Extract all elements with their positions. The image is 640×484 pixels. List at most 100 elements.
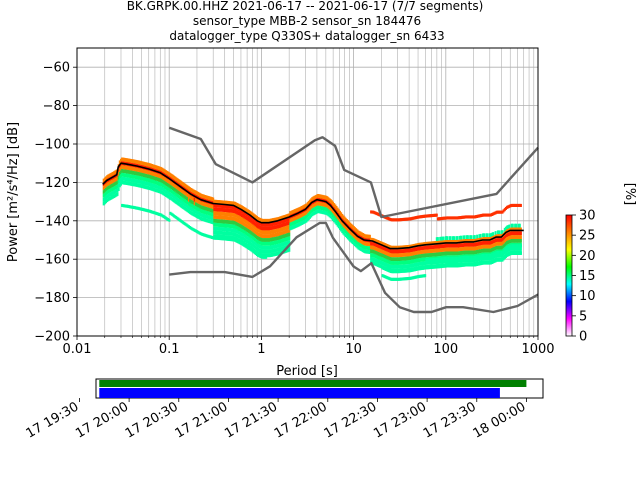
pdf-cell (352, 233, 355, 238)
pdf-cell (464, 246, 467, 251)
pdf-cell (237, 211, 240, 216)
pdf-cell (231, 236, 234, 240)
pdf-cell (398, 245, 401, 250)
pdf-cell (214, 226, 217, 231)
pdf-cell (478, 241, 481, 246)
pdf-cell (260, 233, 263, 238)
pdf-cell (243, 230, 246, 234)
pdf-cell (478, 249, 481, 254)
pdf-cell (253, 248, 256, 253)
pdf-cell (197, 203, 200, 208)
pdf-cell (129, 178, 132, 182)
pdf-cell (504, 206, 507, 210)
pdf-cell (183, 206, 186, 210)
pdf-cell (124, 173, 127, 178)
pdf-cell (470, 255, 473, 259)
pdf-cell (393, 261, 396, 265)
pdf-cell (491, 253, 494, 257)
pdf-cell (302, 220, 305, 225)
pdf-cell (106, 198, 109, 203)
pdf-cell (416, 215, 419, 219)
pdf-cell (256, 235, 258, 239)
pdf-cell (243, 226, 246, 230)
pdf-cell (120, 174, 122, 178)
pdf-cell (170, 212, 173, 216)
pdf-cell (129, 158, 132, 163)
pdf-cell (227, 208, 230, 213)
pdf-cell (421, 250, 424, 254)
pdf-cell (231, 228, 234, 233)
pdf-cell (271, 218, 273, 223)
pdf-cell (355, 228, 358, 232)
pdf-cell (158, 181, 160, 186)
pdf-cell (397, 257, 400, 262)
pdf-cell (125, 181, 128, 185)
pdf-cell (257, 247, 260, 252)
pdf-cell (480, 261, 483, 265)
pdf-cell (418, 267, 421, 271)
pdf-cell (333, 218, 336, 223)
pdf-cell (153, 184, 156, 188)
pdf-cell (353, 238, 356, 243)
pdf-cell (160, 178, 163, 183)
pdf-cell (226, 204, 228, 209)
pdf-cell (174, 199, 177, 204)
pdf-cell (501, 245, 504, 250)
pdf-cell (358, 231, 361, 235)
pdf-cell (175, 196, 178, 201)
pdf-cell (448, 243, 451, 248)
pdf-cell (132, 205, 135, 209)
pdf-cell (269, 237, 272, 242)
pdf-cell (229, 201, 232, 205)
pdf-cell (200, 205, 203, 210)
pdf-cell (238, 235, 241, 239)
pdf-cell (432, 249, 435, 253)
pdf-cell (262, 218, 265, 223)
pdf-cell (321, 210, 324, 215)
pdf-cell (420, 266, 423, 270)
pdf-cell (328, 209, 331, 214)
pdf-cell (256, 239, 258, 243)
pdf-cell (321, 194, 324, 199)
pdf-cell (412, 247, 415, 252)
pdf-cell (135, 167, 137, 172)
pdf-cell (114, 193, 117, 198)
pdf-cell (510, 227, 513, 232)
pdf-cell (273, 244, 276, 249)
pdf-cell (515, 203, 518, 207)
pdf-cell (472, 255, 475, 259)
pdf-cell (141, 184, 144, 189)
pdf-cell (517, 239, 520, 243)
pdf-cell (171, 213, 174, 217)
pdf-cell (442, 240, 445, 245)
pdf-cell (503, 248, 506, 252)
pdf-cell (173, 194, 175, 199)
pdf-cell (259, 244, 262, 249)
pdf-cell (462, 239, 465, 244)
pdf-cell (305, 211, 308, 215)
pdf-cell (443, 240, 446, 244)
pdf-cell (351, 224, 354, 229)
pdf-cell (229, 220, 232, 225)
pdf-cell (453, 240, 456, 244)
pdf-cell (516, 203, 519, 207)
pdf-cell (463, 243, 466, 247)
pdf-cell (198, 231, 201, 235)
pdf-cell (462, 247, 465, 251)
pdf-cell (344, 233, 347, 237)
pdf-cell (239, 224, 242, 228)
pdf-cell (135, 206, 137, 210)
pdf-cell (390, 249, 393, 254)
pdf-cell (275, 236, 278, 241)
pdf-cell (425, 249, 428, 254)
pdf-cell (268, 222, 271, 227)
pdf-cell (106, 182, 109, 187)
title-line-3: datalogger_type Q330S+ datalogger_sn 643… (169, 29, 444, 43)
pdf-cell (453, 264, 456, 268)
pdf-cell (174, 191, 177, 196)
pdf-cell (167, 183, 170, 187)
pdf-cell (139, 183, 142, 188)
pdf-cell (377, 212, 379, 216)
pdf-cell (256, 252, 258, 256)
pdf-cell (313, 211, 316, 215)
